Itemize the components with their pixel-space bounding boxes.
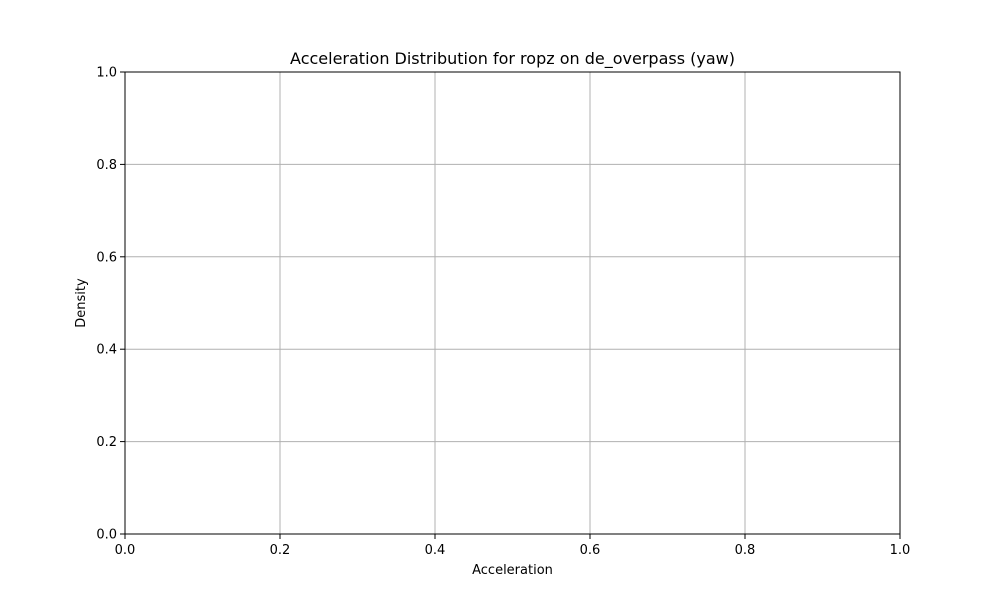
x-tick-label: 1.0 [890,543,911,558]
y-tick-label: 0.2 [96,435,117,450]
x-tick-label: 0.6 [580,543,601,558]
y-tick-label: 1.0 [96,66,117,81]
y-tick-label: 0.8 [96,158,117,173]
x-tick-label: 0.8 [735,543,756,558]
grid-layer [124,71,901,535]
x-tick-label: 0.4 [425,543,446,558]
y-axis-label: Density [74,278,89,328]
y-tick-label: 0.4 [96,343,117,358]
x-tick-label: 0.2 [270,543,291,558]
y-tick-label: 0.0 [96,528,117,543]
ticks-layer: 0.0 0.2 0.4 0.6 0.8 1.0 0.0 0.2 0.4 0.6 0.8 1.0 [96,66,910,559]
y-tick-label: 0.6 [96,250,117,265]
chart-title: Acceleration Distribution for ropz on de… [290,49,735,69]
plot-frame [124,71,901,535]
x-tick-label: 0.0 [115,543,136,558]
x-axis-label: Acceleration [472,563,553,578]
